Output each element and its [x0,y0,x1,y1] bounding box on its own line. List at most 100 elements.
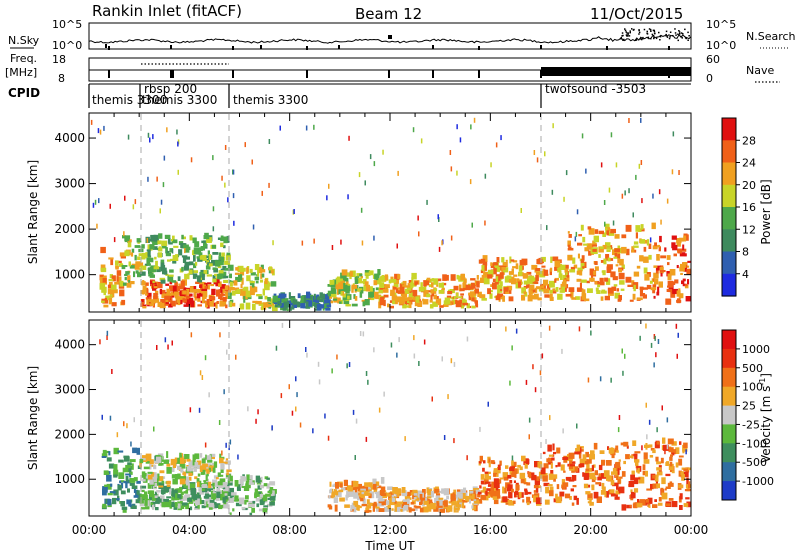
heatmap-cell [368,503,372,509]
heatmap-cell [350,504,353,511]
heatmap-cell [134,245,141,248]
heatmap-cell [342,293,347,300]
heatmap-cell [502,486,505,494]
heatmap-cell [208,467,211,473]
heatmap-cell [260,273,263,279]
heatmap-cell [109,274,113,279]
heatmap-cell [684,489,691,492]
heatmap-cell [438,497,444,500]
heatmap-cell [111,284,117,290]
heatmap-cell [642,470,646,476]
heatmap-cell [152,472,157,475]
heatmap-cell [623,460,626,465]
heatmap-cell [149,274,155,278]
heatmap-cell [410,293,414,295]
heatmap-cell [607,257,611,262]
heatmap-cell [106,457,112,462]
heatmap-cell [205,497,210,503]
heatmap-cell [199,284,202,288]
heatmap-cell [267,297,271,302]
heatmap-cell [109,415,112,421]
heatmap-cell [660,457,664,464]
heatmap-cell [230,302,236,307]
colorbar-swatch [722,140,736,164]
heatmap-cell [201,288,207,294]
colorbar-tick-label: -1000 [742,475,774,488]
heatmap-cell [176,129,178,135]
heatmap-cell [146,289,149,296]
heatmap-cell [656,467,662,471]
heatmap-cell [204,493,210,499]
heatmap-cell [271,301,275,307]
heatmap-cell [590,330,592,336]
heatmap-cell [609,451,613,455]
heatmap-cell [493,478,499,485]
heatmap-cell [612,220,615,226]
colorbar-frame [721,329,737,501]
colorbar-tick-label: -25 [742,418,760,431]
heatmap-cell [106,474,112,482]
heatmap-cell [618,487,625,490]
heatmap-cell [533,485,539,489]
heatmap-cell [549,268,552,276]
heatmap-cell [390,342,393,348]
heatmap-cell [210,284,214,287]
noise-search-point [627,32,630,34]
heatmap-cell [234,272,240,275]
heatmap-cell [683,468,688,471]
heatmap-cell [494,495,501,499]
heatmap-cell [470,495,473,499]
heatmap-cell [171,280,177,283]
heatmap-cell [149,459,154,465]
heatmap-cell [492,282,497,290]
heatmap-cell [587,288,593,293]
heatmap-cell [330,284,336,288]
heatmap-cell [570,488,574,492]
heatmap-cell [523,482,528,485]
freq-label-2: [MHz] [5,66,37,79]
heatmap-cell [552,256,559,262]
heatmap-cell [531,295,535,300]
heatmap-cell [351,286,354,293]
heatmap-cell [518,491,522,498]
heatmap-cell [610,271,616,278]
noise-search-point [646,32,648,35]
heatmap-cell [408,297,413,301]
noise-search-point [684,28,686,31]
heatmap-cell [202,469,206,475]
heatmap-cell [250,283,254,286]
heatmap-cell [583,483,589,489]
heatmap-cell [346,363,348,369]
colorbar-tick-label: 28 [742,134,756,147]
heatmap-cell [314,300,317,305]
heatmap-cell [364,299,370,306]
colorbar-tick-label: -500 [742,456,767,469]
heatmap-cell [574,236,577,242]
heatmap-cell [450,358,453,364]
heatmap-cell [614,248,621,252]
heatmap-cell [649,237,652,243]
heatmap-cell [556,447,561,454]
heatmap-cell [327,435,330,441]
heatmap-cell [406,285,412,291]
heatmap-cell [344,277,349,282]
heatmap-cell [390,276,394,280]
heatmap-cell [180,280,185,288]
heatmap-cell [643,452,648,460]
heatmap-cell [291,304,295,310]
heatmap-cell [383,294,389,298]
velocity-heatmap [99,322,691,516]
heatmap-cell [149,266,156,273]
heatmap-cell [533,495,538,503]
heatmap-cell [180,296,183,300]
heatmap-cell [270,281,277,287]
heatmap-cell [314,302,319,308]
heatmap-cell [192,459,196,466]
heatmap-cell [351,303,358,307]
heatmap-cell [122,235,126,239]
heatmap-cell [495,472,499,477]
heatmap-cell [155,454,161,458]
heatmap-cell [495,266,501,272]
heatmap-cell [534,281,539,284]
heatmap-cell [519,259,523,267]
